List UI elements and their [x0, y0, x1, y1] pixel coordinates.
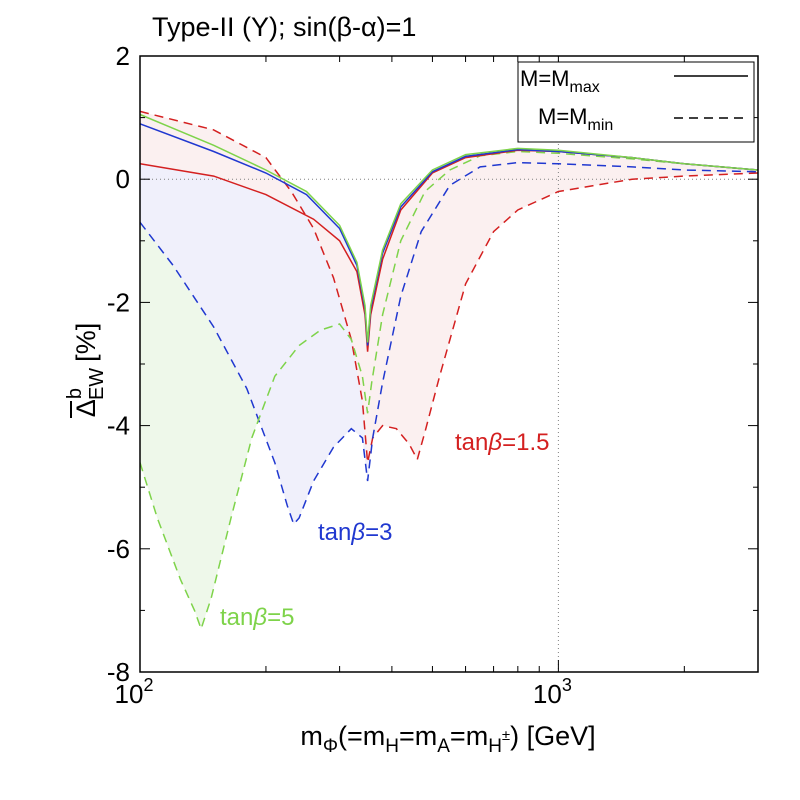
y-tick-labels: 2 0 -2 -4 -6 -8: [107, 41, 130, 687]
x-tick-labels: 102 103: [115, 675, 572, 709]
x-label-sub-h: H: [385, 736, 399, 757]
svg-text:ΔbEW[%]: ΔbEW [%]: [64, 323, 108, 417]
x-label-base: m: [300, 721, 323, 751]
y-tick-label: -4: [107, 411, 130, 441]
grid: [140, 56, 758, 672]
y-label-sub-ew: EW: [86, 368, 108, 400]
x-axis-label: mΦ(=mH=mA=mH±) [GeV]: [300, 721, 595, 757]
legend-label-max: M=Mmax: [520, 66, 600, 96]
annotation-tanbeta-1-5: tanβ=1.5: [455, 429, 549, 456]
x-label-sub-a: A: [437, 736, 450, 757]
y-tick-label: -6: [107, 534, 130, 564]
y-tick-label: -2: [107, 287, 130, 317]
series-line-3: [140, 110, 758, 463]
chart-title: Type-II (Y); sin(β-α)=1: [152, 12, 416, 42]
x-tick-label: 103: [533, 675, 572, 709]
series-line-4: [140, 161, 758, 526]
tick-marks: [139, 55, 758, 673]
x-tick-label: 102: [115, 675, 154, 709]
x-label-mid2: =m: [399, 721, 437, 751]
y-label-delta: Δ: [71, 399, 101, 417]
x-label-sub-hpm: H: [488, 736, 502, 757]
band-tanbeta-1-5: [140, 111, 758, 463]
x-label-mid1: (=m: [338, 721, 385, 751]
series-group: [140, 110, 758, 632]
series-line-2: [140, 113, 758, 343]
series-line-5: [140, 150, 758, 632]
x-label-sup-pm: ±: [502, 727, 510, 744]
legend: M=Mmax M=Mmin: [517, 61, 755, 143]
x-label-tail: ) [GeV]: [510, 721, 596, 751]
y-label-unit: [%]: [71, 323, 101, 362]
band-tanbeta-3: [140, 123, 758, 525]
y-tick-label: -8: [107, 657, 130, 687]
y-tick-label: 2: [116, 41, 130, 71]
x-label-mid3: =m: [450, 721, 488, 751]
annotation-tanbeta-5: tanβ=5: [220, 604, 294, 631]
y-label-sup-b: b: [64, 388, 86, 399]
annotation-tanbeta-3: tanβ=3: [318, 519, 392, 546]
legend-label-min: M=Mmin: [538, 104, 613, 134]
shaded-bands: [140, 111, 758, 629]
x-label-sub-phi: Φ: [323, 736, 338, 757]
y-axis-label: ΔbEW [%]: [64, 323, 108, 418]
y-tick-label: 0: [116, 164, 130, 194]
